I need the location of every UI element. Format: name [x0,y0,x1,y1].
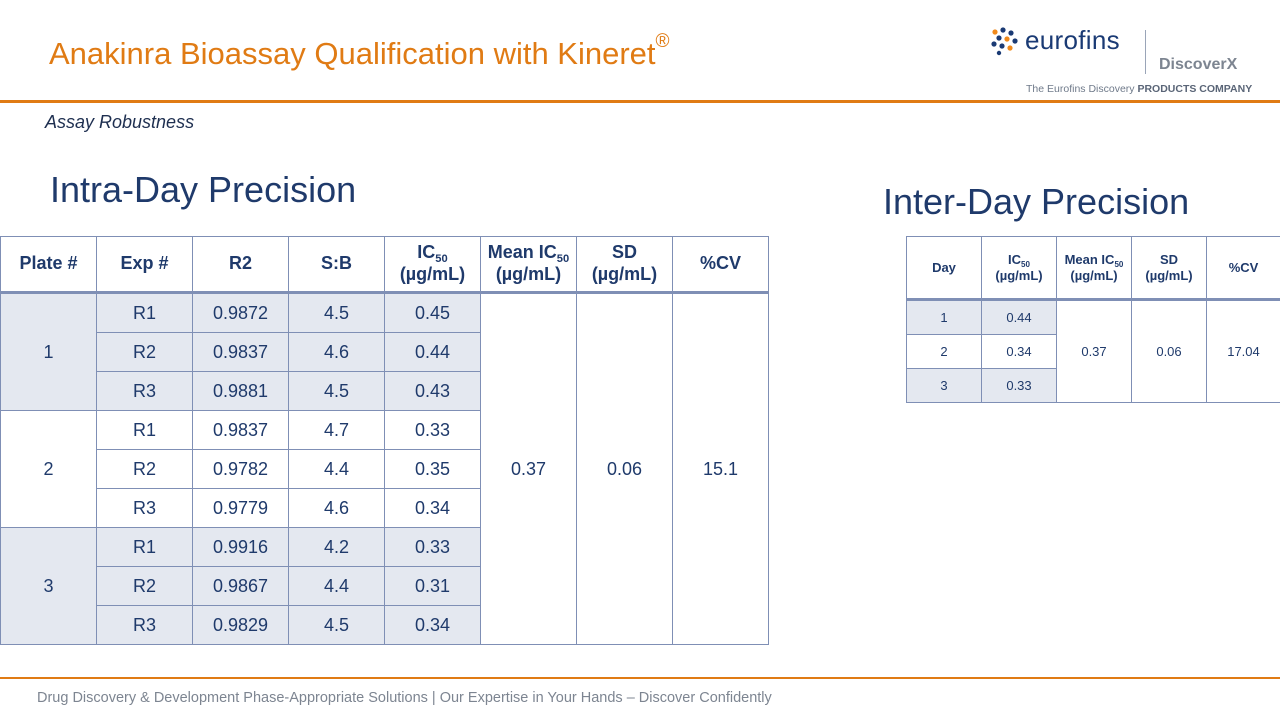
sb-cell: 4.5 [288,371,385,411]
ic50-cell: 0.33 [384,527,481,567]
ic50-cell: 0.35 [384,449,481,489]
slide-title-text: Anakinra Bioassay Qualification with Kin… [49,36,656,71]
ic50-cell: 0.44 [981,299,1057,335]
exp-cell: R2 [96,566,193,606]
day-cell: 3 [906,368,982,403]
col-header-cv: %CV [1206,236,1280,300]
col-header-plate: Plate # [0,236,97,293]
inter-header-row: Day IC50 (µg/mL) Mean IC50 (µg/mL) SD (µg/m… [906,236,1280,300]
exp-cell: R1 [96,527,193,567]
sb-cell: 4.7 [288,410,385,450]
day-cell: 2 [906,334,982,369]
col-header-ic50: IC50 (µg/mL) [384,236,481,293]
sd-cell: 0.06 [576,292,673,645]
table-row: R2 0.9867 4.4 0.31 [1,566,769,606]
plate-cell: 3 [0,527,97,645]
intra-header-row: Plate # Exp # R2 S:B IC50 (µg/mL) Mean IC… [0,236,769,293]
slide-title: Anakinra Bioassay Qualification with Kin… [49,32,670,72]
col-header-cv: %CV [672,236,769,293]
col-header-day: Day [906,236,982,300]
intra-day-heading: Intra-Day Precision [50,169,357,210]
inter-day-heading: Inter-Day Precision [883,181,1190,222]
footer-text: Drug Discovery & Development Phase-Appro… [37,690,772,706]
sd-cell: 0.06 [1131,299,1207,403]
sb-cell: 4.5 [288,292,385,333]
table-row: 3 R1 0.9916 4.2 0.33 [0,527,769,645]
table-row: 1 0.44 0.37 0.06 17.04 [906,299,1280,403]
logo-brand: eurofins [1025,25,1120,55]
logo-tagline: The Eurofins Discovery PRODUCTS COMPANY [1026,83,1252,95]
ic50-cell: 0.31 [384,566,481,606]
exp-cell: R2 [96,332,193,372]
ic50-cell: 0.34 [384,605,481,645]
exp-cell: R3 [96,605,193,645]
registered-mark: ® [655,31,670,52]
exp-cell: R3 [96,371,193,411]
r2-cell: 0.9881 [192,371,289,411]
header-rule [0,100,1280,103]
table-row: 1 R1 0.9872 4.5 0.45 0.37 0.06 15.1 [0,292,769,645]
col-header-sd: SD (µg/mL) [1131,236,1207,300]
table-row: R2 0.9837 4.6 0.44 [1,332,769,372]
col-header-ic50: IC50 (µg/mL) [981,236,1057,300]
sb-cell: 4.6 [288,488,385,528]
col-header-sb: S:B [288,236,385,293]
sb-cell: 4.2 [288,527,385,567]
sb-cell: 4.6 [288,332,385,372]
col-header-exp: Exp # [96,236,193,293]
plate-cell: 2 [0,410,97,528]
exp-cell: R2 [96,449,193,489]
logo-tagline-bold: PRODUCTS COMPANY [1137,83,1253,95]
sb-cell: 4.4 [288,449,385,489]
cv-cell: 15.1 [672,292,769,645]
exp-cell: R1 [96,292,193,333]
day-cell: 1 [906,299,982,335]
slide-subtitle: Assay Robustness [45,112,195,132]
sb-cell: 4.4 [288,566,385,606]
ic50-cell: 0.33 [384,410,481,450]
table-row: R3 0.9829 4.5 0.34 [1,605,769,645]
inter-day-table: Day IC50 (µg/mL) Mean IC50 (µg/mL) SD (µg/m… [906,236,1280,403]
footer-rule [0,677,1280,679]
ic50-cell: 0.33 [981,368,1057,403]
r2-cell: 0.9782 [192,449,289,489]
col-header-sd: SD (µg/mL) [576,236,673,293]
r2-cell: 0.9779 [192,488,289,528]
ic50-cell: 0.34 [981,334,1057,369]
intra-day-table: Plate # Exp # R2 S:B IC50 (µg/mL) Mean IC… [0,236,769,645]
r2-cell: 0.9837 [192,332,289,372]
r2-cell: 0.9867 [192,566,289,606]
eurofins-discoverx-logo: eurofins DiscoverX The Eurofins Discover… [990,24,1252,98]
logo-sub-brand: DiscoverX [1159,56,1238,73]
ic50-cell: 0.43 [384,371,481,411]
col-header-r2: R2 [192,236,289,293]
ic50-cell: 0.45 [384,292,481,333]
table-row: 3 0.33 [906,368,1280,403]
r2-cell: 0.9829 [192,605,289,645]
r2-cell: 0.9872 [192,292,289,333]
r2-cell: 0.9837 [192,410,289,450]
ic50-cell: 0.34 [384,488,481,528]
ic50-cell: 0.44 [384,332,481,372]
exp-cell: R1 [96,410,193,450]
table-row: R3 0.9881 4.5 0.43 [1,371,769,411]
mean-ic50-cell: 0.37 [480,292,577,645]
r2-cell: 0.9916 [192,527,289,567]
sb-cell: 4.5 [288,605,385,645]
logo-tagline-prefix: The Eurofins Discovery [1026,83,1135,95]
mean-ic50-cell: 0.37 [1056,299,1132,403]
col-header-mean-ic50: Mean IC50 (µg/mL) [1056,236,1132,300]
plate-cell: 1 [0,292,97,411]
eurofins-dots-icon [991,27,1018,56]
logo-divider [1145,30,1146,74]
col-header-mean-ic50: Mean IC50 (µg/mL) [480,236,577,293]
exp-cell: R3 [96,488,193,528]
cv-cell: 17.04 [1206,299,1280,403]
